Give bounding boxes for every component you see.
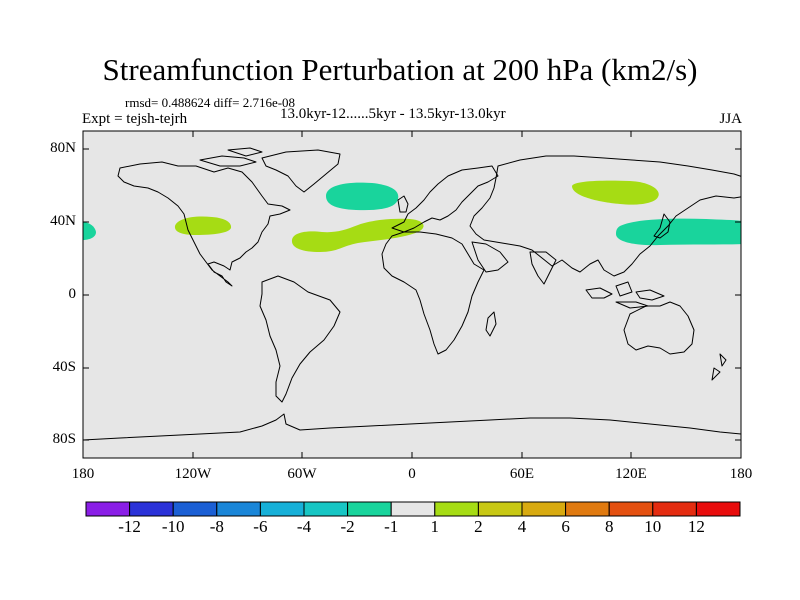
colorbar-label: -1 — [384, 517, 399, 536]
colorbar-swatch — [434, 501, 479, 517]
lat-ticks — [83, 148, 741, 441]
coast-japan — [653, 213, 671, 239]
coast-south-america — [259, 275, 341, 403]
coastlines — [83, 147, 741, 441]
lon-label-0: 0 — [408, 466, 416, 482]
anomaly-central-atlantic — [291, 218, 424, 252]
colorbar-label: 1 — [430, 517, 440, 536]
colorbar-swatch — [129, 501, 174, 517]
colorbar-swatch — [477, 501, 523, 517]
lon-label-120w: 120W — [174, 466, 212, 482]
coast-new-zealand — [711, 353, 727, 381]
lat-label-40s: 40S — [52, 359, 76, 375]
coast-asia — [469, 155, 741, 277]
anomaly-north-pacific-east — [83, 221, 96, 241]
coast-british-isles — [397, 195, 409, 213]
anomaly-north-america-west — [174, 216, 232, 235]
colorbar-swatch — [85, 501, 131, 517]
season-label: JJA — [719, 111, 742, 127]
lat-label-80s: 80S — [52, 431, 76, 447]
coast-europe — [391, 165, 499, 233]
colorbar-label: -12 — [118, 517, 141, 536]
colorbar-label: 8 — [604, 517, 614, 536]
lon-label-180e: 180 — [729, 466, 753, 482]
coast-india — [529, 251, 557, 285]
coast-greenland — [261, 149, 341, 193]
lat-label-80n: 80N — [50, 140, 76, 156]
colorbar-swatch — [652, 501, 697, 517]
colorbar-label: -6 — [253, 517, 268, 536]
colorbar-label: -4 — [296, 517, 312, 536]
lat-label-0: 0 — [68, 286, 77, 302]
colorbar-swatch — [347, 501, 392, 517]
map-background — [83, 131, 741, 458]
plot-title: Streamfunction Perturbation at 200 hPa (… — [102, 52, 698, 87]
colorbar-label: -10 — [161, 517, 185, 536]
colorbar-swatch — [608, 501, 654, 517]
colorbar-swatch — [565, 501, 610, 517]
coast-australia — [623, 301, 695, 355]
colorbar-label: -2 — [340, 517, 355, 536]
anomaly-layer — [83, 180, 741, 252]
colorbar-swatch — [172, 501, 218, 517]
colorbar-swatch — [390, 501, 436, 517]
colorbar-label: -8 — [209, 517, 224, 536]
lat-label-40n: 40N — [50, 213, 76, 229]
lon-ticks — [192, 131, 632, 458]
period-text: 13.0kyr-12......5kyr - 13.5kyr-13.0kyr — [280, 106, 506, 122]
coast-north-america — [117, 161, 291, 287]
experiment-label: Expt = tejsh-tejrh — [82, 111, 188, 127]
colorbar-swatch — [521, 501, 567, 517]
colorbar-swatch — [216, 501, 261, 517]
lon-label-180w: 180 — [71, 466, 95, 482]
anomaly-north-pacific-west — [616, 218, 741, 246]
colorbar-label: 12 — [687, 517, 705, 536]
lon-label-60w: 60W — [287, 466, 317, 482]
lon-label-60e: 60E — [509, 466, 535, 482]
coast-madagascar — [485, 311, 497, 337]
colorbar-label: 6 — [561, 517, 570, 536]
anomaly-north-atlantic — [326, 182, 399, 211]
coast-arabia — [471, 241, 509, 273]
coast-africa — [381, 231, 485, 355]
colorbar-swatch — [695, 501, 741, 517]
stats-text: rmsd= 0.488624 diff= 2.716e-08 — [125, 95, 296, 110]
lon-label-120e: 120E — [615, 466, 647, 482]
coast-antarctica — [83, 413, 741, 441]
coast-arctic-islands — [199, 147, 263, 167]
coast-se-asia-islands — [585, 281, 665, 309]
colorbar — [85, 501, 741, 517]
colorbar-label: 4 — [517, 517, 527, 536]
colorbar-label: 2 — [474, 517, 483, 536]
colorbar-label: 10 — [644, 517, 662, 536]
colorbar-swatch — [259, 501, 305, 517]
anomaly-east-asia-north — [572, 180, 659, 205]
colorbar-swatch — [303, 501, 349, 517]
